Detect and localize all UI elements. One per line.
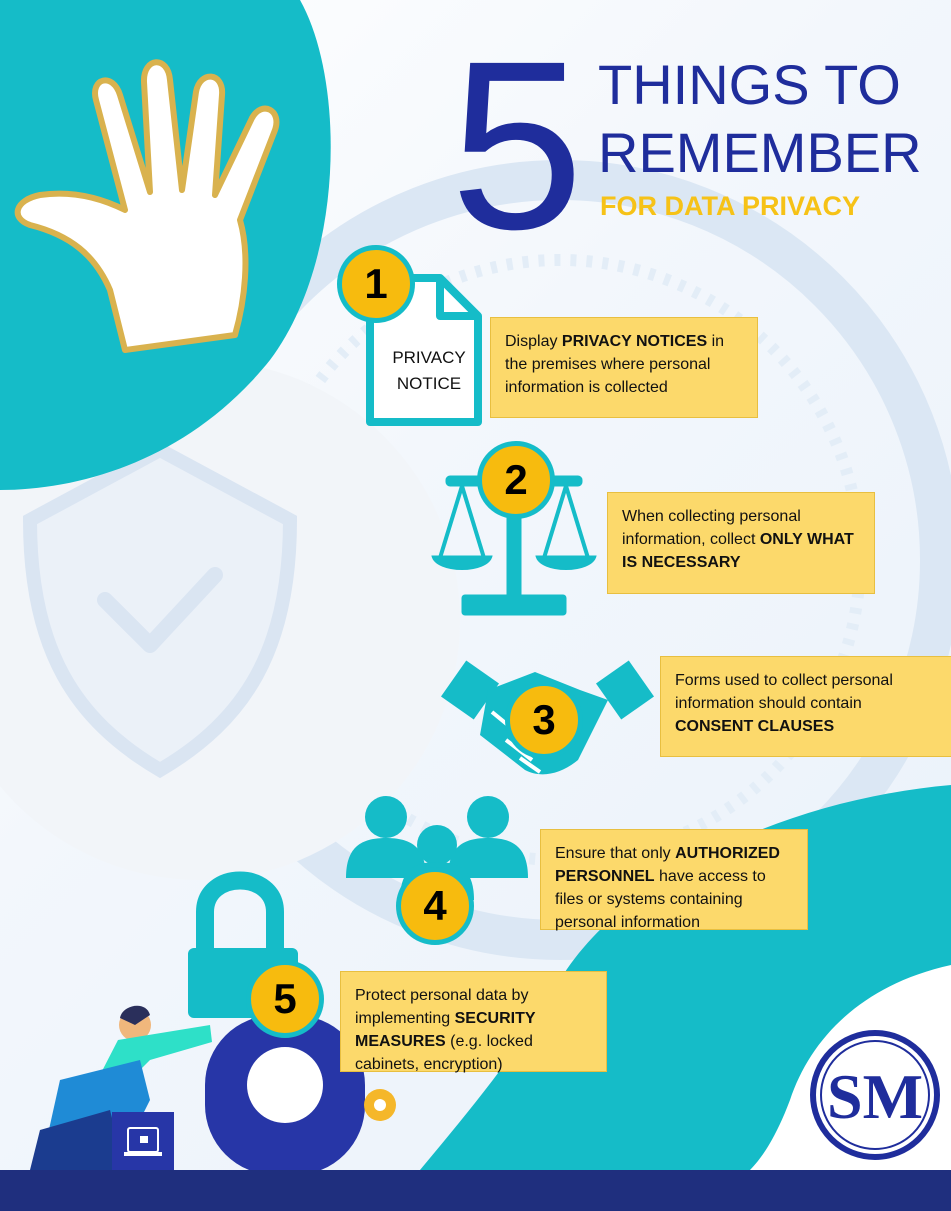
step-5-callout: Protect personal data by implementing SE… (340, 971, 607, 1073)
hand-icon (14, 59, 280, 353)
step-1-text-a: Display (505, 333, 562, 350)
headline-line-1: THINGS TO (598, 53, 901, 116)
step-3-text-a: Forms used to collect personal informati… (675, 672, 893, 712)
headline-subtitle: FOR DATA PRIVACY (600, 191, 860, 221)
step-2-text-bold: ONLY WHAT IS NECESSARY (622, 531, 854, 571)
step-3-callout: Forms used to collect personal informati… (660, 656, 951, 757)
step-1-text-b: in the premises where personal informati… (505, 333, 725, 396)
step-4-callout: Ensure that only AUTHORIZED PERSONNEL ha… (540, 829, 808, 931)
document-label-line-1: PRIVACY (392, 348, 466, 367)
step-4-badge: 4 (396, 867, 474, 945)
step-4-text-bold: AUTHORIZED PERSONNEL (555, 845, 780, 885)
headline-line-2: REMEMBER (598, 121, 922, 184)
headline-number: 5 (450, 11, 583, 279)
step-1-text-bold: PRIVACY NOTICES (561, 333, 708, 350)
step-3-badge: 3 (505, 681, 583, 759)
step-5-text-b: (e.g. locked cabinets, encryption) (355, 1033, 533, 1073)
step-1-callout: Display PRIVACY NOTICES in the premises … (490, 317, 758, 418)
step-2-callout: When collecting personal information, co… (607, 492, 875, 594)
step-5-text-bold: SECURITY MEASURES (355, 1010, 536, 1050)
shield-check-icon (22, 442, 298, 779)
document-label-line-2: NOTICE (396, 374, 462, 393)
document-icon-label: PRIVACY NOTICE (384, 345, 474, 397)
svg-text:SM: SM (827, 1061, 923, 1132)
step-5-text-a: Protect personal data by implementing (355, 987, 529, 1027)
step-2-badge: 2 (477, 441, 555, 519)
sm-logo: SM (810, 1030, 940, 1160)
step-2-text-a: When collecting personal information, co… (622, 508, 801, 548)
bottom-bar (0, 1170, 951, 1211)
step-1-badge: 1 (337, 245, 415, 323)
person-illustration (30, 1005, 212, 1170)
step-5-badge: 5 (246, 960, 324, 1038)
step-4-text-b: have access to files or systems containi… (555, 868, 766, 931)
step-4-text-a: Ensure that only (555, 845, 676, 862)
step-3-text-bold: CONSENT CLAUSES (675, 718, 835, 735)
